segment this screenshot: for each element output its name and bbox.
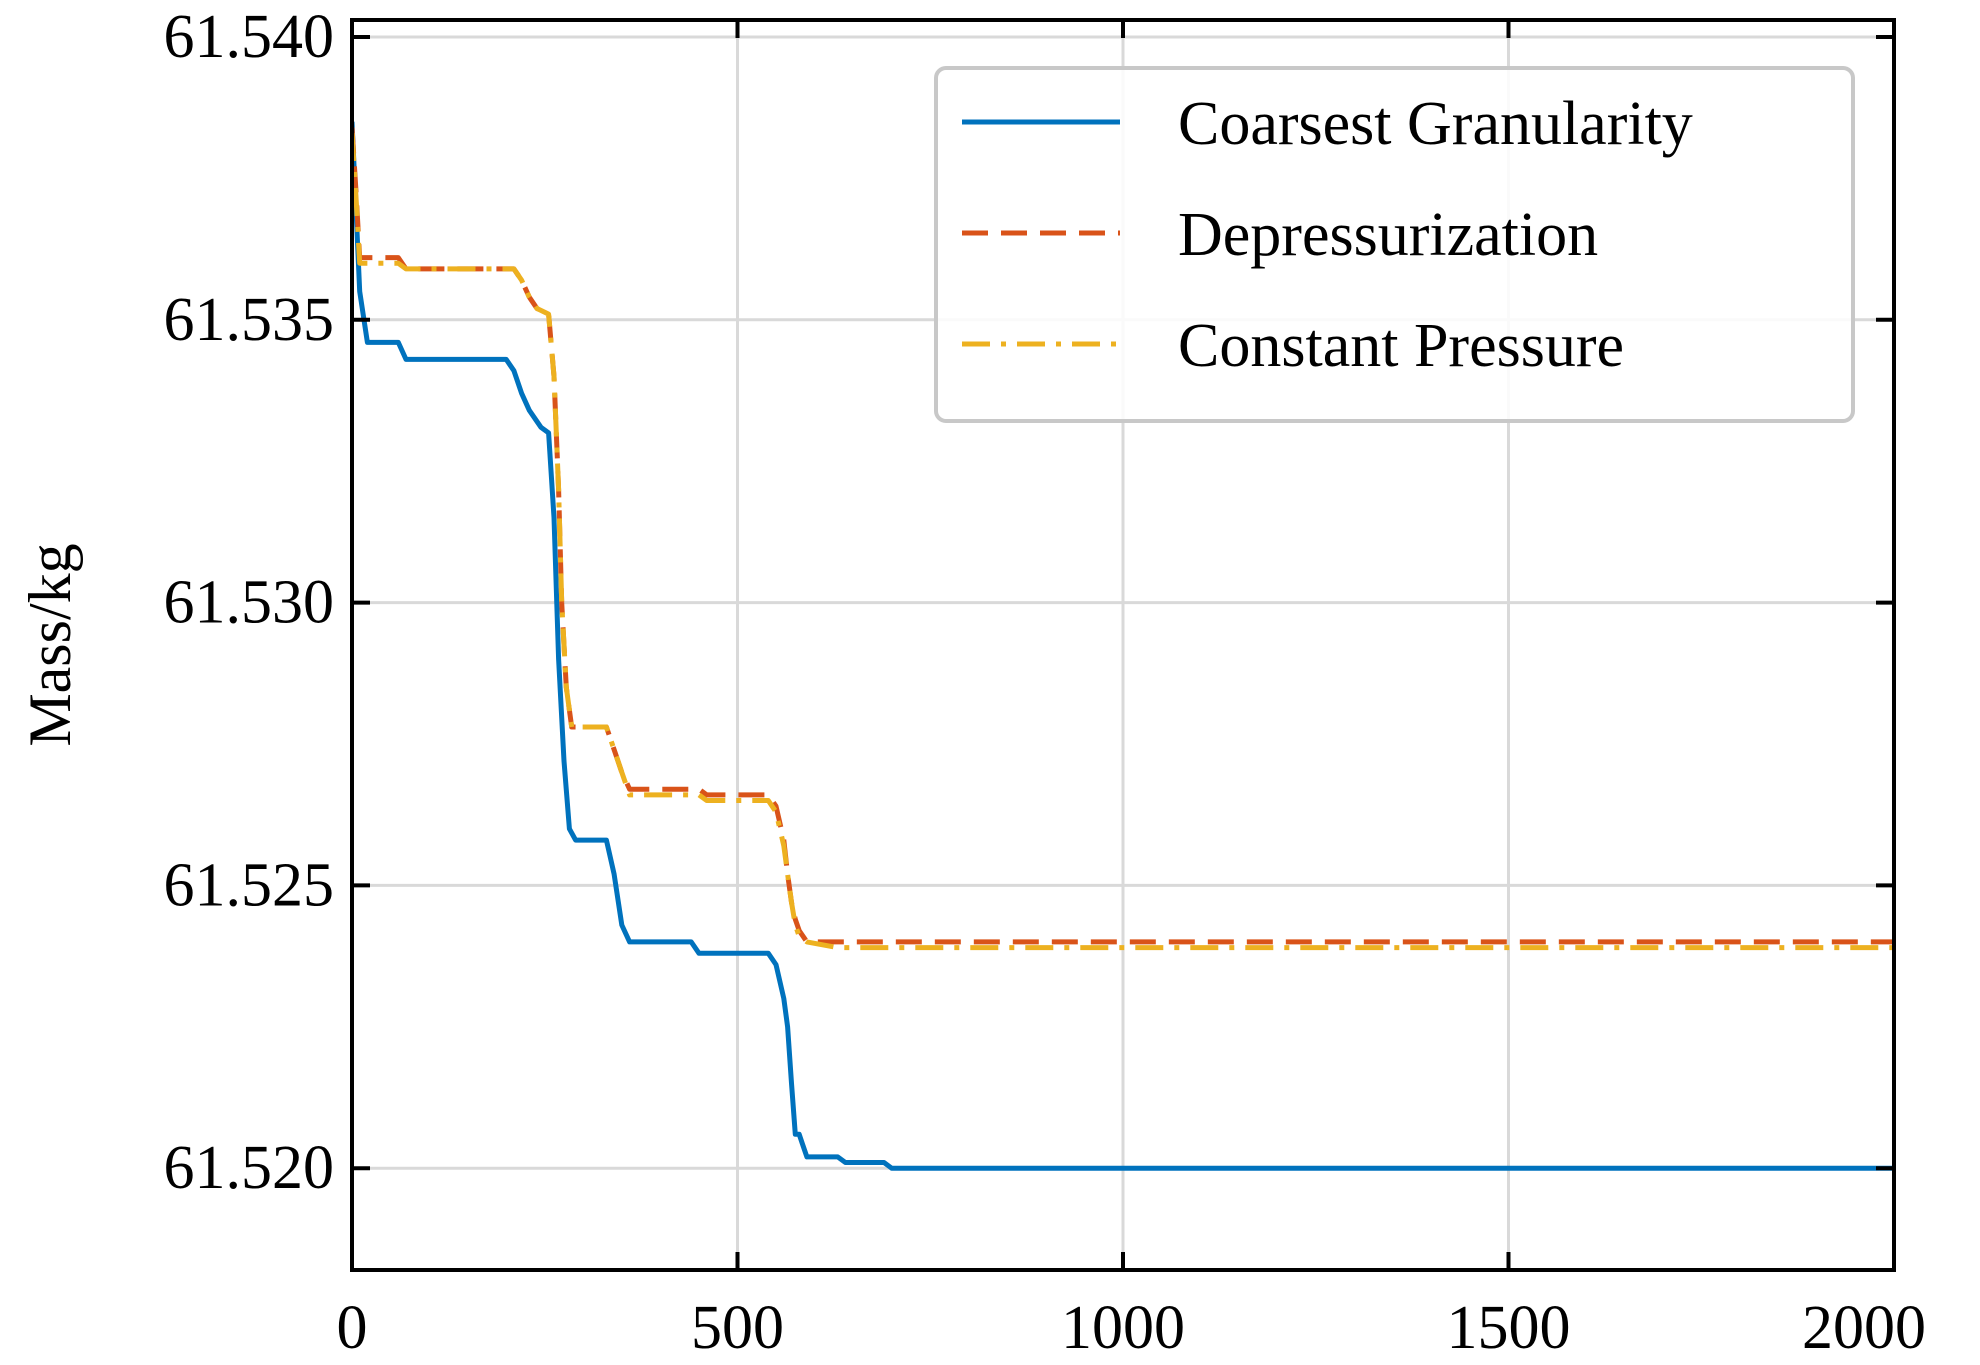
legend-frame [934, 66, 1855, 423]
legend-label-coarsest-granularity: Coarsest Granularity [1178, 90, 1693, 158]
legend: Coarsest Granularity Depressurization Cons… [934, 66, 1855, 423]
y-tick-label-3: 61.535 [164, 286, 335, 354]
x-tick-label-4: 2000 [1802, 1294, 1926, 1362]
x-tick-label-3: 1500 [1447, 1294, 1571, 1362]
series-line-depressurization [352, 127, 1894, 945]
x-tick-label-1: 500 [691, 1294, 784, 1362]
series-line-constant-pressure [352, 132, 1894, 951]
series-lines [352, 121, 1894, 1171]
y-axis-label: Mass/kg [17, 543, 83, 746]
tick-labels: 0 500 1000 1500 2000 61.520 61.525 61.530 61.535… [164, 3, 1927, 1362]
x-tick-label-0: 0 [337, 1294, 368, 1362]
y-tick-label-0: 61.520 [164, 1134, 335, 1202]
x-tick-label-2: 1000 [1061, 1294, 1185, 1362]
series-line-coarsest-granularity [352, 121, 1894, 1171]
legend-label-depressurization: Depressurization [1178, 201, 1598, 269]
y-tick-label-4: 61.540 [164, 3, 335, 71]
y-tick-label-1: 61.525 [164, 851, 335, 919]
y-tick-label-2: 61.530 [164, 569, 335, 637]
axes [350, 18, 1896, 1272]
legend-label-constant-pressure: Constant Pressure [1178, 312, 1624, 380]
